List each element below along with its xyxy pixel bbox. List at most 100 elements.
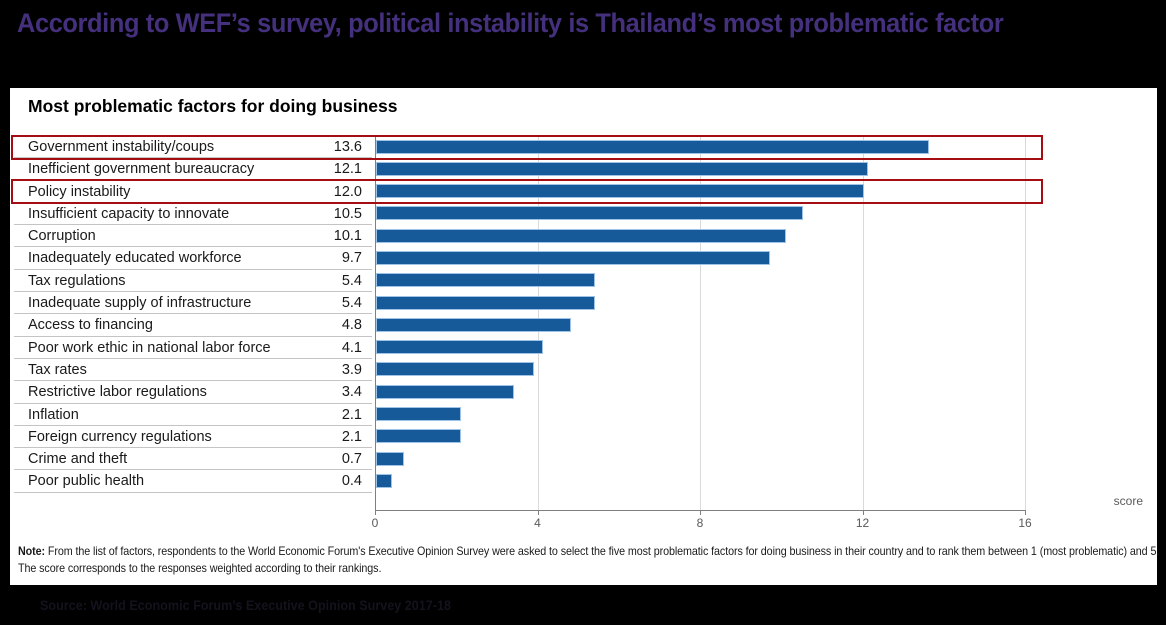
factor-value: 4.8 [341,317,362,334]
chart-row: Access to financing 4.8 [10,314,1157,337]
highlight-box [11,179,1043,205]
chart-title: Most problematic factors for doing busin… [28,96,398,116]
factor-value: 12.1 [333,161,362,178]
chart-row: Inadequately educated workforce 9.7 [10,247,1157,270]
tickmark-x-12 [862,511,864,515]
row-separator [14,469,372,471]
tick-label-x-12: 12 [855,516,870,530]
factor-bar [376,139,929,154]
chart-row: Inflation 2.1 [10,404,1157,426]
factor-value: 9.7 [341,250,362,267]
row-separator [14,335,372,337]
page-title: According to WEF’s survey, political ins… [17,8,1004,38]
gridline-x-8 [700,136,701,510]
row-separator [14,357,372,359]
factor-value: 12.0 [333,183,362,200]
row-separator [14,380,372,382]
note-text: From the list of factors, respondents to… [18,544,1160,575]
factor-value: 2.1 [341,406,362,423]
factor-bar [376,250,771,265]
chart-row: Tax rates 3.9 [10,359,1157,382]
factor-bar [376,340,543,355]
row-separator [14,313,372,315]
chart-row: Foreign currency regulations 2.1 [10,426,1157,449]
chart-panel: Most problematic factors for doing busin… [10,88,1159,585]
factor-bar [376,451,405,466]
factor-value: 0.7 [341,451,362,468]
factor-value: 5.4 [341,295,362,312]
factor-value: 10.1 [333,228,362,245]
chart-note: Note: From the list of factors, responde… [18,543,1162,577]
row-separator [14,291,372,293]
tickmark-x-4 [537,511,539,515]
factor-bar [376,317,571,332]
factor-bar [376,228,787,243]
factor-value: 5.4 [341,272,362,289]
highlight-box [11,134,1043,160]
chart-row: Corruption 10.1 [10,225,1157,248]
factor-value: 10.5 [333,205,362,222]
factor-value: 3.9 [341,361,362,378]
factor-label: Corruption [28,228,96,245]
tick-label-x-4: 4 [534,516,541,530]
factor-label: Tax regulations [28,272,126,289]
factor-value: 3.4 [341,384,362,401]
tickmark-x-0 [375,511,376,515]
chart-row: Inefficient government bureaucracy 12.1 [10,158,1157,181]
tick-label-x-16: 16 [1018,516,1032,530]
chart-row: Government instability/coups 13.6 [10,136,1157,159]
factor-label: Crime and theft [28,451,128,468]
factor-bar [376,384,515,399]
factor-label: Restrictive labor regulations [28,384,207,401]
factor-bar [376,273,596,288]
factor-value: 4.1 [341,339,362,356]
factor-bar [376,161,868,176]
factor-bar [376,206,803,221]
row-separator [14,268,372,270]
tick-label-x-8: 8 [696,516,704,530]
chart-row: Poor work ethic in national labor force 4… [10,337,1157,359]
x-axis-line [375,510,1026,511]
row-separator [14,246,372,248]
chart-row: Poor public health 0.4 [10,470,1157,493]
row-separator [14,424,372,426]
row-separator [14,224,372,226]
factor-label: Government instability/coups [28,139,215,155]
factor-label: Inadequately educated workforce [28,250,242,267]
tickmark-x-8 [700,511,701,515]
tick-label-x-0: 0 [371,516,379,530]
gridline-x-16 [1025,136,1026,510]
row-separator [14,491,372,493]
factor-bar [376,362,535,377]
x-axis-label: score [1113,494,1143,508]
y-axis-line [375,136,376,514]
factor-label: Access to financing [28,317,153,334]
chart-row: Inadequate supply of infrastructure 5.4 [10,292,1157,315]
chart-rows: Government instability/coups 13.6 Ineffici… [10,136,1157,493]
factor-label: Inefficient government bureaucracy [28,161,255,178]
chart-row: Restrictive labor regulations 3.4 [10,381,1157,404]
factor-bar [376,184,864,199]
tickmark-x-16 [1025,511,1026,515]
factor-bar [376,429,462,444]
factor-label: Insufficient capacity to innovate [28,205,230,222]
row-separator [14,447,372,449]
chart-row: Tax regulations 5.4 [10,270,1157,293]
factor-bar [376,407,462,422]
factor-value: 0.4 [341,473,362,490]
factor-label: Poor public health [28,473,145,490]
factor-label: Policy instability [28,183,131,200]
factor-label: Inadequate supply of infrastructure [28,295,252,312]
row-separator [14,402,372,404]
source-credit: Source: World Economic Forum’s Executive… [40,597,452,613]
factor-value: 2.1 [341,428,362,445]
factor-label: Foreign currency regulations [28,428,212,445]
note-label: Note: [18,544,46,558]
gridline-x-12 [862,136,864,510]
factor-label: Poor work ethic in national labor force [28,339,271,356]
factor-bar [376,473,393,488]
factor-value: 13.6 [333,139,362,155]
factor-label: Inflation [28,406,79,423]
factor-label: Tax rates [28,361,87,378]
chart-row: Crime and theft 0.7 [10,448,1157,471]
